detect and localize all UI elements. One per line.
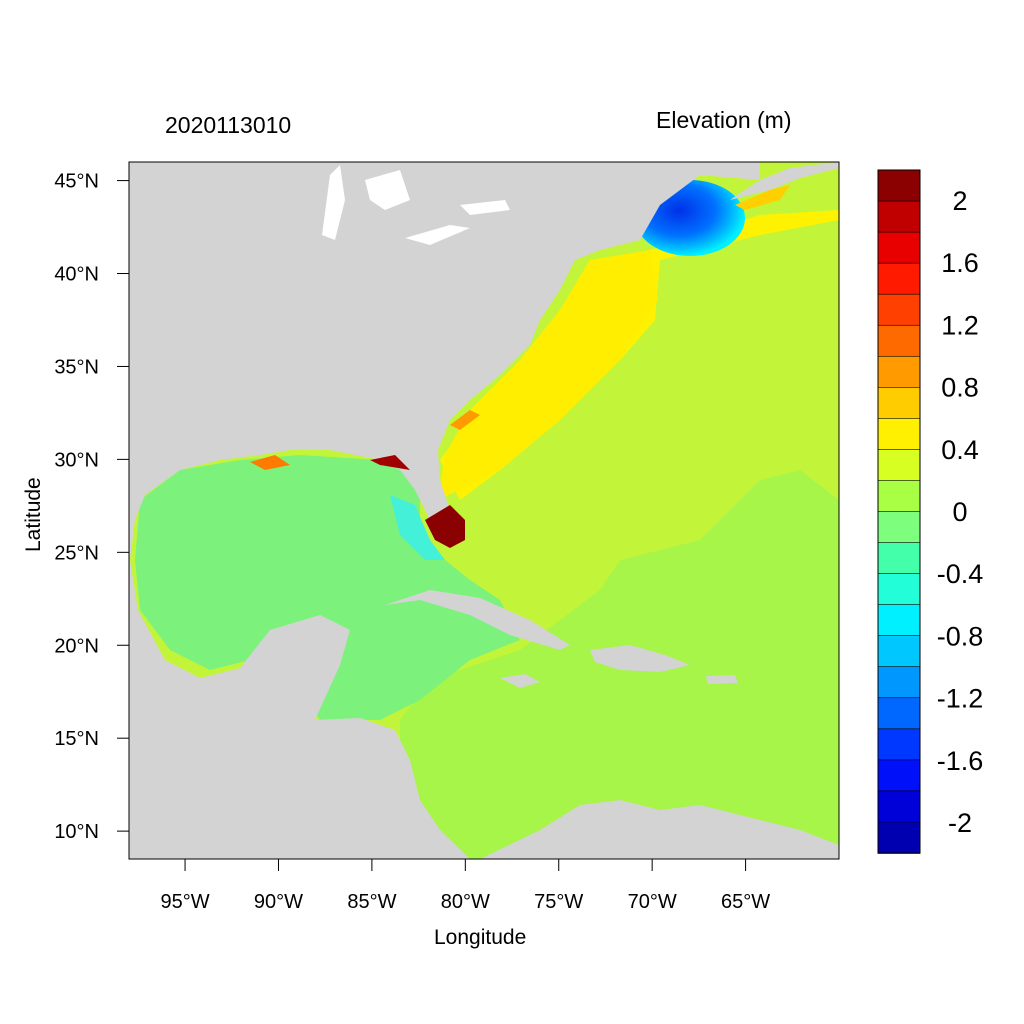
x-tick-label: 65°W [721,891,770,913]
x-tick-label: 75°W [534,891,583,913]
colorbar-label: 0.4 [941,435,979,465]
nova-scotia-shelf-water [735,185,790,210]
y-tick-label: 35°N [54,356,99,378]
carolina-orange-surge [450,410,480,430]
x-tick-label: 80°W [441,891,490,913]
colorbar-bin [877,200,921,233]
y-tick-label: 15°N [54,728,99,750]
colorbar-bin [877,790,921,823]
colorbar-bin [877,449,921,482]
y-tick-label: 10°N [54,821,99,843]
y-axis-ticks: 45°N 40°N 35°N 30°N 25°N 20°N 15°N 10°N [54,171,129,843]
hispaniola-land [590,645,690,672]
x-axis-ticks: 95°W 90°W 85°W 80°W 75°W 70°W 65°W [160,859,770,913]
south-america-land [480,800,839,859]
y-tick-label: 40°N [54,264,99,286]
colorbar-label: -2 [948,808,972,838]
colorbar-bin [877,728,921,761]
plot-frame [128,161,840,860]
colorbar-label: -1.6 [937,746,984,776]
colorbar-frame [877,169,921,854]
y-tick-label: 20°N [54,635,99,657]
southeast-shelf-water [438,250,658,500]
lake-huron [365,170,410,210]
colorbar-bin [877,573,921,606]
colorbar-bin [877,542,921,575]
colorbar-label: 0 [952,497,967,527]
date-label: 2020113010 [165,112,292,138]
colorbar-bin [877,387,921,420]
x-tick-label: 70°W [628,891,677,913]
colorbar-bin [877,169,921,202]
colorbar-bin [877,262,921,295]
colorbar-bin [877,293,921,327]
big-bend-high-surge [370,455,410,470]
colorbar-bin [877,231,921,264]
colorbar-bin [877,355,921,389]
colorbar-label: 0.8 [941,373,979,403]
lake-ontario [460,200,510,215]
x-tick-label: 90°W [254,891,303,913]
colorbar-bin [877,511,921,544]
colorbar-bin [877,697,921,730]
colorbar-labels: 2 1.6 1.2 0.8 0.4 0 -0.4 -0.8 -1.2 -1.6 -2 [937,186,984,838]
colorbar-bin [877,324,921,358]
y-tick-label: 45°N [54,171,99,193]
colorbar-bin [877,666,921,699]
x-tick-label: 85°W [347,891,396,913]
gulf-of-mexico-water [135,455,520,720]
puerto-rico-land [706,675,738,684]
south-florida-high-surge [425,505,465,548]
colorbar-bin [877,759,921,792]
louisiana-high-surge [250,455,290,470]
colorbar-label: 1.6 [941,248,979,278]
colorbar-bin [877,821,921,854]
y-tick-label: 25°N [54,542,99,564]
colorbar-label: 1.2 [941,310,979,340]
maritimes-land [730,162,839,200]
colorbar [877,169,921,854]
jamaica-land [500,674,540,688]
colorbar-bin [877,418,921,451]
cuba-land [385,590,570,650]
y-tick-label: 30°N [54,449,99,471]
colorbar-bin [877,635,921,668]
colorbar-label: 2 [952,186,967,216]
x-tick-label: 95°W [160,891,209,913]
colorbar-label: -0.8 [937,621,984,651]
field-title: Elevation (m) [656,107,792,133]
great-lakes [322,165,510,245]
lake-erie [405,225,470,245]
colorbar-bin [877,604,921,637]
florida-bay-low-water [390,495,445,560]
x-axis-title: Longitude [434,926,527,949]
colorbar-label: -0.4 [937,559,984,589]
colorbar-bin [877,480,921,513]
lake-michigan [322,165,345,240]
colorbar-label: -1.2 [937,684,984,714]
